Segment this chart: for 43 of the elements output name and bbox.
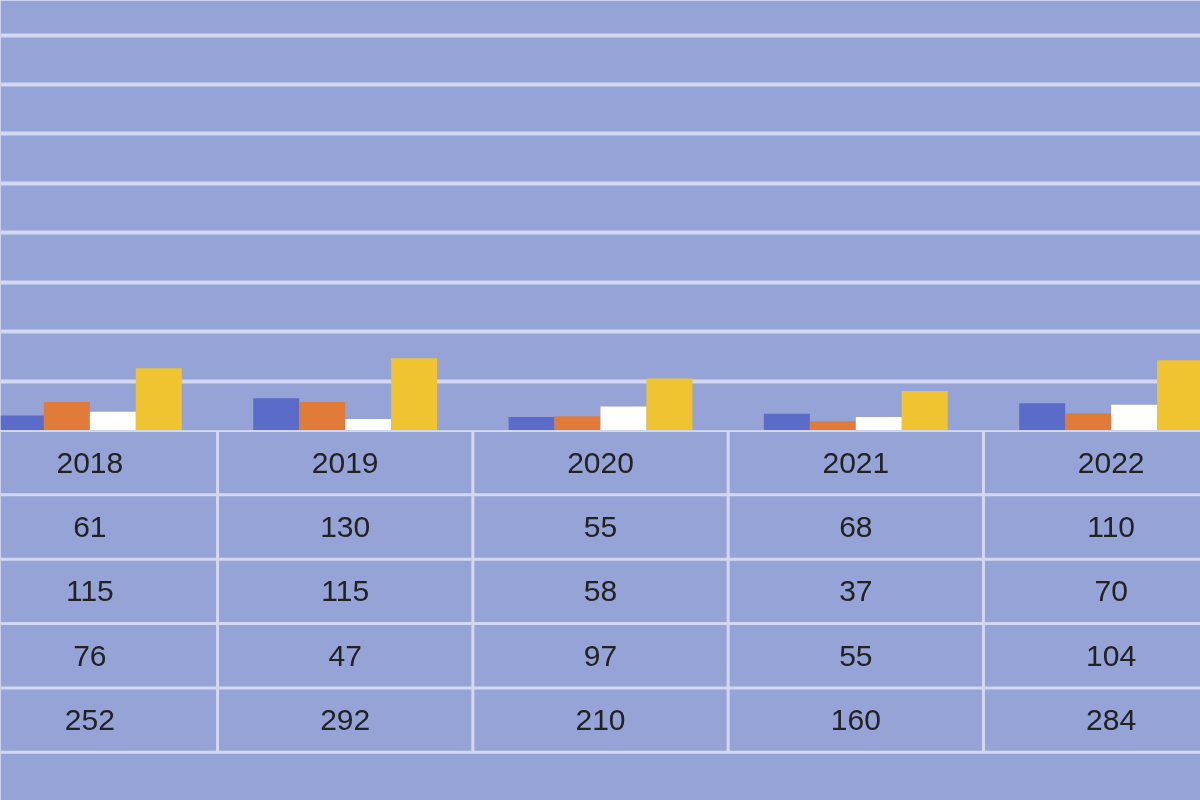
bar — [391, 358, 438, 430]
bar — [1065, 413, 1112, 430]
bar — [855, 416, 902, 430]
bar — [809, 421, 856, 430]
bar — [600, 406, 647, 430]
data-label: 252 — [64, 703, 115, 737]
bar — [901, 390, 948, 430]
data-label: 110 — [1087, 510, 1136, 544]
data-label: 55 — [583, 510, 618, 544]
bar — [554, 416, 601, 430]
data-label: 104 — [1086, 638, 1137, 672]
bar — [43, 402, 90, 430]
bar — [763, 413, 810, 430]
bar — [646, 378, 693, 430]
bar — [345, 418, 392, 430]
data-label: 55 — [839, 638, 873, 672]
data-label: 61 — [73, 510, 107, 544]
data-label: 76 — [73, 638, 107, 672]
data-label: 160 — [830, 703, 881, 737]
x-tick-label: 2022 — [1077, 445, 1145, 479]
data-label: 47 — [328, 638, 362, 672]
bar — [135, 368, 182, 430]
bar — [1019, 403, 1066, 430]
x-tick-label: 2019 — [311, 445, 379, 479]
data-label: 284 — [1086, 703, 1137, 737]
data-label: 37 — [839, 574, 873, 608]
data-label: 68 — [839, 510, 873, 544]
data-label: 70 — [1094, 574, 1128, 608]
data-label: 58 — [583, 574, 618, 608]
data-label: 115 — [65, 574, 114, 608]
data-label: 97 — [583, 638, 618, 672]
data-label: 292 — [320, 703, 371, 737]
x-tick-label: 2021 — [822, 445, 890, 479]
bar — [253, 398, 300, 430]
x-tick-label: 2020 — [567, 445, 634, 479]
bar — [1111, 404, 1158, 430]
data-label: 115 — [321, 574, 370, 608]
data-label: 130 — [320, 510, 371, 544]
bar — [89, 411, 136, 430]
x-tick-label: 2018 — [56, 445, 124, 479]
bar — [508, 416, 555, 430]
data-label: 210 — [575, 703, 626, 737]
bar — [299, 402, 346, 430]
